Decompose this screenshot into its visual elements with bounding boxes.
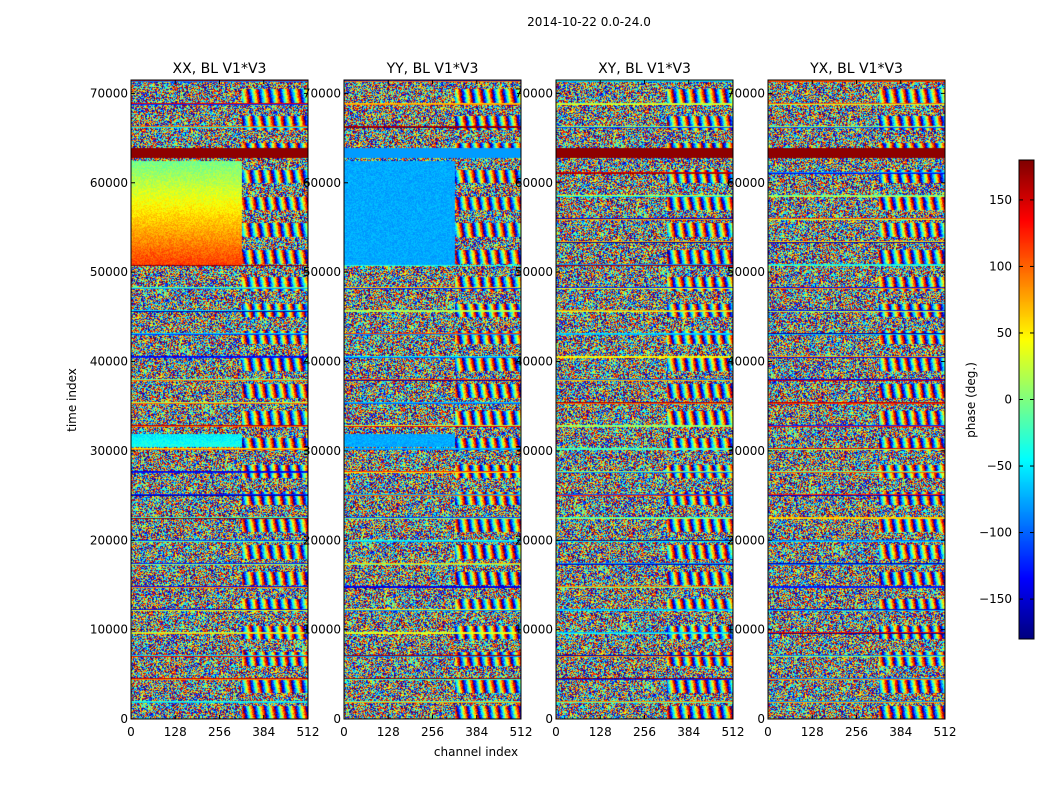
y-tick-label: 20000 [515, 533, 553, 547]
y-tick-label: 60000 [727, 176, 765, 190]
x-tick-label: 256 [421, 725, 444, 739]
x-tick-label: 256 [845, 725, 868, 739]
y-tick-label: 0 [757, 712, 765, 726]
y-tick-label: 60000 [303, 176, 341, 190]
x-tick-label: 128 [377, 725, 400, 739]
panel-title: XY, BL V1*V3 [598, 61, 691, 77]
panel-title: YX, BL V1*V3 [809, 61, 903, 77]
figure-suptitle: 2014-10-22 0.0-24.0 [527, 15, 651, 29]
colorbar: 150 100 50 0 −50 −100 −150 [979, 159, 1035, 640]
x-tick-label: 512 [297, 725, 320, 739]
y-tick-label: 10000 [90, 623, 128, 637]
y-tick-label: 30000 [515, 444, 553, 458]
colorbar-tick-label: −50 [987, 459, 1012, 473]
y-tick-label: 10000 [727, 623, 765, 637]
x-tick-label: 128 [801, 725, 824, 739]
y-axis-label: time index [65, 368, 79, 432]
y-tick-label: 30000 [727, 444, 765, 458]
x-tick-label: 384 [252, 725, 275, 739]
x-tick-label: 512 [510, 725, 533, 739]
y-tick-label: 40000 [90, 355, 128, 369]
x-tick-label: 128 [589, 725, 612, 739]
y-tick-label: 0 [545, 712, 553, 726]
y-tick-label: 60000 [515, 176, 553, 190]
y-tick-label: 10000 [303, 623, 341, 637]
x-tick-label: 128 [164, 725, 187, 739]
x-tick-label: 384 [889, 725, 912, 739]
colorbar-tick-label: 50 [997, 326, 1012, 340]
x-tick-label: 256 [208, 725, 231, 739]
panel-3: XY, BL V1*V3 0 128 256 384 512 0 10000 20000 3000… [515, 61, 745, 739]
y-tick-label: 20000 [90, 533, 128, 547]
y-tick-label: 70000 [90, 86, 128, 100]
x-tick-label: 384 [465, 725, 488, 739]
x-tick-label: 512 [934, 725, 957, 739]
x-tick-label: 256 [633, 725, 656, 739]
y-tick-label: 40000 [303, 355, 341, 369]
y-tick-label: 60000 [90, 176, 128, 190]
heatmap-image-4 [768, 80, 945, 719]
y-tick-label: 40000 [515, 355, 553, 369]
y-tick-label: 40000 [727, 355, 765, 369]
x-tick-label: 0 [552, 725, 560, 739]
x-tick-label: 512 [722, 725, 745, 739]
heatmap-image-1 [131, 80, 308, 719]
y-tick-label: 50000 [90, 265, 128, 279]
panels: XX, BL V1*V3 0 128 256 384 512 0 10000 20000 3000… [90, 61, 957, 739]
y-tick-label: 30000 [303, 444, 341, 458]
x-tick-label: 384 [677, 725, 700, 739]
panel-2: YY, BL V1*V3 0 128 256 384 512 0 10000 20000 3000… [303, 61, 533, 739]
panel-4: YX, BL V1*V3 0 128 256 384 512 0 10000 20000 3000… [727, 61, 957, 739]
y-tick-label: 10000 [515, 623, 553, 637]
y-tick-label: 70000 [303, 86, 341, 100]
panel-title: XX, BL V1*V3 [173, 61, 267, 77]
heatmap-image-3 [556, 80, 733, 719]
colorbar-gradient [1019, 160, 1034, 639]
colorbar-tick-label: 100 [989, 259, 1012, 273]
panel-1: XX, BL V1*V3 0 128 256 384 512 0 10000 20000 3000… [90, 61, 320, 739]
x-tick-label: 0 [127, 725, 135, 739]
y-tick-label: 50000 [303, 265, 341, 279]
y-tick-label: 70000 [515, 86, 553, 100]
x-axis-label: channel index [434, 745, 518, 759]
y-tick-label: 70000 [727, 86, 765, 100]
colorbar-label: phase (deg.) [964, 362, 978, 438]
colorbar-tick-label: −100 [979, 526, 1012, 540]
y-tick-label: 0 [333, 712, 341, 726]
panel-title: YY, BL V1*V3 [386, 61, 479, 77]
y-tick-label: 20000 [303, 533, 341, 547]
colorbar-tick-label: 150 [989, 193, 1012, 207]
y-tick-label: 50000 [727, 265, 765, 279]
colorbar-tick-label: −150 [979, 592, 1012, 606]
y-tick-label: 20000 [727, 533, 765, 547]
heatmap-image-2 [344, 80, 521, 719]
x-tick-label: 0 [764, 725, 772, 739]
y-tick-label: 30000 [90, 444, 128, 458]
y-tick-label: 0 [120, 712, 128, 726]
x-tick-label: 0 [340, 725, 348, 739]
y-tick-label: 50000 [515, 265, 553, 279]
colorbar-tick-label: 0 [1004, 393, 1012, 407]
